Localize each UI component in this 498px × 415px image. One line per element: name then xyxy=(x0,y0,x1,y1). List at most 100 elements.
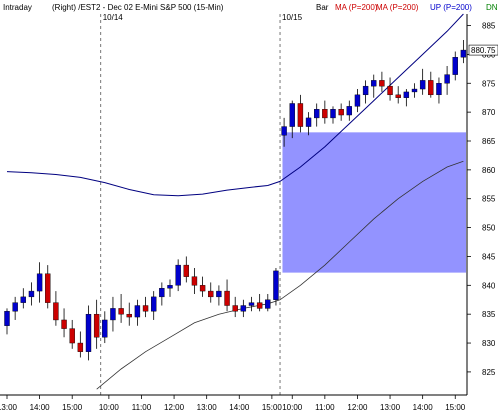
candle xyxy=(436,77,442,104)
x-tick-label: 13:00 xyxy=(380,403,401,412)
candle xyxy=(265,293,271,312)
candle xyxy=(85,305,92,361)
candle-body xyxy=(419,80,426,90)
candle xyxy=(208,282,214,303)
candle xyxy=(102,311,108,344)
candle xyxy=(36,262,43,303)
candle xyxy=(322,100,328,124)
candle xyxy=(403,89,410,107)
last-price-label: 880.75 xyxy=(471,46,496,55)
x-tick-label: 10:00 xyxy=(99,403,120,412)
y-tick-label: 870 xyxy=(482,108,496,117)
candle xyxy=(216,285,222,306)
candle xyxy=(77,331,84,358)
candle-body xyxy=(305,117,312,127)
candle-body xyxy=(256,302,263,309)
x-tick-label: 15:00 xyxy=(262,403,283,412)
candle-body xyxy=(20,296,26,303)
candle-body xyxy=(403,91,410,98)
candle-body xyxy=(387,85,393,96)
candle-body xyxy=(77,342,84,352)
candle xyxy=(419,68,426,95)
legend-ma-2: MA (P=200) xyxy=(376,3,419,12)
candle xyxy=(240,299,247,318)
x-tick-label: 11:00 xyxy=(315,403,335,412)
y-tick-label: 830 xyxy=(482,339,496,348)
candle-body xyxy=(110,308,116,321)
candle xyxy=(305,112,312,136)
candle-body xyxy=(28,290,35,298)
candle xyxy=(248,296,255,312)
candle-body xyxy=(85,313,92,352)
candle-body xyxy=(362,85,369,96)
candle xyxy=(126,302,132,326)
x-tick-label: 13:00 xyxy=(197,403,218,412)
candle xyxy=(395,86,401,104)
candle-body xyxy=(379,80,385,87)
candle xyxy=(256,293,263,312)
candle-body xyxy=(428,80,434,96)
session-date-label: 10/14 xyxy=(103,13,124,22)
candle-body xyxy=(289,103,295,127)
candle xyxy=(110,296,116,332)
x-tick-label: 12:00 xyxy=(347,403,368,412)
candle xyxy=(69,319,75,349)
candle-body xyxy=(240,305,247,312)
candle xyxy=(183,256,190,283)
candle xyxy=(452,51,458,81)
candle-body xyxy=(322,109,328,119)
candle-body xyxy=(248,302,255,306)
candle-body xyxy=(53,302,59,321)
candle xyxy=(411,83,418,98)
candle-body xyxy=(36,273,43,292)
y-tick-label: 875 xyxy=(482,79,496,88)
candle-body xyxy=(452,57,458,75)
x-tick-label: 13:00 xyxy=(0,403,18,412)
candle-body xyxy=(436,83,442,96)
y-tick-label: 825 xyxy=(482,368,496,377)
candle-body xyxy=(93,313,100,338)
candle-body xyxy=(216,290,222,298)
candle xyxy=(354,89,361,113)
candle xyxy=(159,282,165,306)
y-tick-label: 850 xyxy=(482,224,496,233)
x-tick-label: 14:00 xyxy=(229,403,250,412)
candle-body xyxy=(273,270,279,300)
x-tick-label: 14:00 xyxy=(413,403,434,412)
candle-body xyxy=(297,103,304,127)
candle xyxy=(224,279,230,312)
candle xyxy=(142,296,149,318)
candle xyxy=(61,308,67,338)
candle-body xyxy=(354,94,361,107)
candle-body xyxy=(69,328,75,344)
candle xyxy=(167,279,173,297)
candle xyxy=(199,276,206,297)
candle xyxy=(175,259,181,292)
lower-band-line xyxy=(96,160,464,390)
candle-body xyxy=(224,290,230,306)
candle xyxy=(150,291,157,320)
candle xyxy=(297,94,304,133)
candle-body xyxy=(61,319,67,329)
candle xyxy=(379,71,385,92)
candle xyxy=(4,308,10,335)
candle xyxy=(273,268,279,306)
legend-dn: DN xyxy=(486,3,498,12)
candle-body xyxy=(150,296,157,312)
candle xyxy=(387,77,393,101)
legend-up: UP (P=200) xyxy=(430,3,472,12)
x-tick-label: 10:00 xyxy=(282,403,303,412)
candle-body xyxy=(167,285,173,289)
chart-title: (Right) /EST2 - Dec 02 E-Mini S&P 500 (1… xyxy=(52,3,224,12)
candle-body xyxy=(4,311,10,326)
candle xyxy=(330,106,336,124)
candle-body xyxy=(346,106,352,116)
candle xyxy=(338,103,344,121)
candle-body xyxy=(232,305,238,312)
candle-body xyxy=(159,288,165,298)
candle-body xyxy=(411,88,418,93)
candle-body xyxy=(183,264,190,277)
candle xyxy=(53,291,59,326)
